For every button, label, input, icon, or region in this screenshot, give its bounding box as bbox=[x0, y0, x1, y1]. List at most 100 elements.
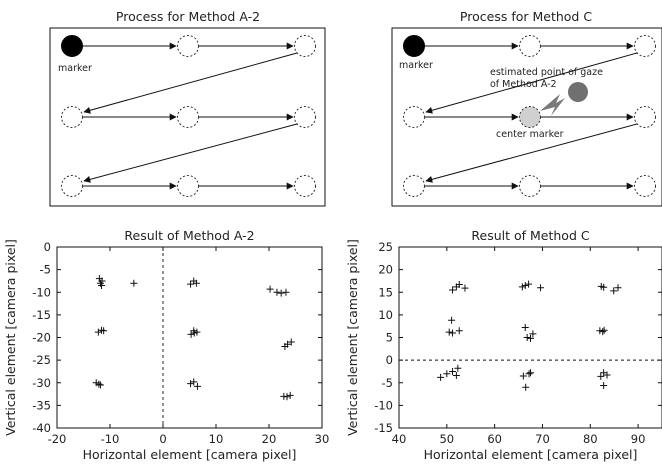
arrow-c-6 bbox=[425, 123, 638, 183]
arrow-a2-3 bbox=[83, 52, 298, 114]
c-point bbox=[537, 284, 545, 292]
gaze-label-line1: estimated point of gaze bbox=[490, 67, 603, 78]
c-xtick-label: 60 bbox=[487, 432, 502, 446]
c-xlabel: Horizontal element [camera pixel] bbox=[424, 447, 638, 462]
marker-a2-r3-c1 bbox=[61, 175, 83, 197]
a2-frame bbox=[56, 246, 323, 429]
a2-ytick-label: -35 bbox=[32, 398, 51, 412]
c-ytick-label: 20 bbox=[378, 263, 393, 277]
marker-c-r3-c1 bbox=[403, 175, 425, 197]
process-c-panel bbox=[391, 27, 662, 207]
c-point bbox=[449, 367, 457, 375]
c-xtick-label: 90 bbox=[631, 432, 646, 446]
marker-c-r1-c2 bbox=[519, 35, 541, 57]
c-point bbox=[449, 286, 457, 294]
a2-xtick-label: 30 bbox=[315, 432, 330, 446]
a2-point bbox=[277, 289, 285, 297]
c-ytick-label: 25 bbox=[378, 240, 393, 254]
c-point bbox=[527, 334, 534, 342]
marker-c-r3-c2 bbox=[519, 175, 541, 197]
a2-point bbox=[190, 329, 198, 337]
estimated-gaze-point bbox=[568, 82, 588, 102]
marker-c-r2-c3 bbox=[634, 106, 656, 128]
c-ytick-label: -5 bbox=[382, 376, 393, 390]
a2-point bbox=[95, 380, 103, 388]
c-point bbox=[521, 324, 529, 332]
a2-point bbox=[284, 340, 292, 348]
a2-xtick-label: 20 bbox=[262, 432, 277, 446]
c-point bbox=[443, 370, 451, 378]
a2-point bbox=[94, 328, 102, 336]
c-point bbox=[455, 281, 463, 289]
a2-point bbox=[187, 330, 195, 338]
chart-result-a2: Result of Method A-2 -20 -10 0 10 20 30 0 -5 -10 -… bbox=[3, 228, 329, 462]
a2-point bbox=[100, 327, 108, 335]
center-marker-label: center marker bbox=[496, 129, 564, 140]
c-point bbox=[525, 370, 533, 378]
marker-a2-r1-c1 bbox=[61, 35, 83, 57]
a2-ytick-label: -10 bbox=[32, 285, 51, 299]
c-point bbox=[600, 326, 608, 334]
a2-point bbox=[98, 281, 106, 289]
marker-a2-r3-c3 bbox=[294, 175, 316, 197]
marker-a2-r3-c2 bbox=[177, 175, 199, 197]
arrow-a2-6 bbox=[83, 123, 298, 183]
c-point bbox=[614, 284, 622, 292]
process-a2-panel bbox=[49, 27, 326, 207]
c-point bbox=[527, 369, 534, 377]
marker-label-c: marker bbox=[399, 60, 433, 71]
marker-a2-r1-c2 bbox=[177, 35, 199, 57]
c-point bbox=[461, 284, 469, 292]
c-point bbox=[519, 372, 527, 380]
a2-ytick-label: 0 bbox=[44, 240, 51, 254]
c-ytick-label: 5 bbox=[386, 331, 393, 345]
marker-c-r2-c1 bbox=[403, 106, 425, 128]
a2-point bbox=[193, 382, 201, 390]
c-title: Result of Method C bbox=[471, 228, 589, 243]
c-point bbox=[599, 328, 607, 336]
a2-ytick-label: -20 bbox=[32, 331, 51, 345]
a2-point bbox=[286, 391, 294, 399]
c-ytick-label: 15 bbox=[378, 285, 393, 299]
marker-a2-r2-c3 bbox=[294, 106, 316, 128]
gaze-label-line2: of Method A-2 bbox=[490, 79, 557, 90]
c-ytick-label: 10 bbox=[378, 308, 393, 322]
marker-label-a2: marker bbox=[58, 63, 92, 74]
a2-point bbox=[190, 378, 198, 386]
a2-xtick-label: 10 bbox=[209, 432, 224, 446]
c-point bbox=[610, 287, 618, 295]
c-xtick-label: 80 bbox=[583, 432, 598, 446]
c-ylabel: Vertical element [camera pixel] bbox=[345, 239, 360, 436]
arrow-c-3 bbox=[425, 52, 638, 114]
center-marker bbox=[519, 106, 541, 128]
marker-a2-r2-c2 bbox=[177, 106, 199, 128]
c-point bbox=[600, 381, 608, 389]
c-point bbox=[600, 283, 608, 291]
a2-point bbox=[192, 279, 200, 287]
c-point bbox=[455, 327, 463, 335]
c-ytick-label: -10 bbox=[374, 398, 393, 412]
c-point bbox=[452, 372, 460, 380]
gaze-pointer-arrow bbox=[540, 94, 565, 116]
a2-point bbox=[96, 381, 104, 389]
a2-title: Result of Method A-2 bbox=[124, 228, 254, 243]
marker-a2-r1-c3 bbox=[294, 35, 316, 57]
process-a2-title: Process for Method A-2 bbox=[116, 9, 260, 24]
c-point bbox=[437, 373, 445, 381]
a2-xtick-label: -20 bbox=[48, 432, 67, 446]
a2-point bbox=[187, 380, 195, 388]
c-point bbox=[448, 316, 456, 324]
a2-point bbox=[187, 280, 195, 288]
c-ytick-label: 0 bbox=[386, 353, 393, 367]
c-point bbox=[597, 372, 605, 380]
c-point bbox=[445, 328, 453, 336]
c-xtick-label: 50 bbox=[439, 432, 454, 446]
c-point bbox=[523, 334, 531, 341]
a2-point bbox=[266, 285, 274, 293]
c-point bbox=[454, 364, 462, 372]
c-point bbox=[522, 383, 530, 391]
a2-ytick-label: -30 bbox=[32, 376, 51, 390]
c-point bbox=[525, 280, 533, 288]
process-c-title: Process for Method C bbox=[460, 9, 592, 24]
